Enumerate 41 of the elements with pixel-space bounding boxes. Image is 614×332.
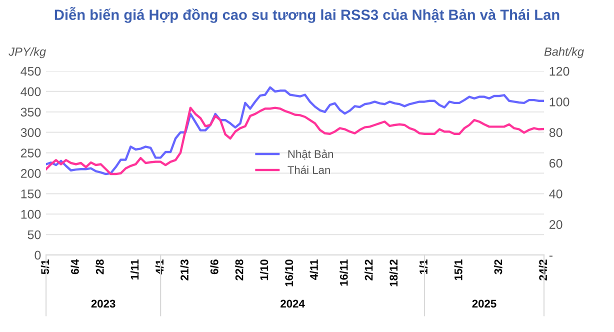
legend-label: Nhật Bản — [288, 150, 334, 160]
y2-tick-label: 80 — [549, 128, 562, 138]
y-tick-label: 0 — [34, 250, 41, 260]
x-tick-label: 6/4 — [70, 259, 80, 274]
y2-tick-label: - — [549, 256, 552, 257]
text: 2023 — [91, 300, 116, 308]
x-tick-label: 21/3 — [180, 260, 189, 280]
x-tick-label: 16/10 — [284, 260, 294, 286]
x-tick-label: 2/8 — [96, 259, 104, 274]
y-tick-label: 250 — [20, 148, 41, 158]
y-tick-label: 100 — [21, 210, 41, 219]
y-tick-label: 300 — [20, 128, 41, 138]
y-tick-label: 400 — [20, 87, 41, 96]
legend-label: Thái Lan — [288, 166, 330, 174]
text: 2024 — [280, 300, 305, 308]
x-tick-label: 1/11 — [130, 259, 139, 280]
x-tick-label: 4/11 — [310, 259, 318, 280]
x-tick-label: 3/2 — [494, 260, 502, 274]
y-tick-label: 50 — [28, 230, 41, 240]
x-tick-label: 22/8 — [235, 259, 244, 280]
line-series — [46, 106, 544, 176]
line-series — [46, 86, 544, 176]
x-tick-label: 6/6 — [210, 260, 218, 274]
y2-tick-label: 100 — [550, 98, 570, 106]
y2-tick-label: 40 — [549, 189, 562, 198]
x-tick-label: 15/1 — [454, 259, 462, 280]
x-tick-label: 2/12 — [364, 260, 373, 280]
y-axis-title: JPY/kg — [8, 47, 46, 58]
y2-tick-label: 120 — [550, 66, 570, 76]
y-tick-label: 350 — [20, 108, 41, 117]
chart-title: Diễn biến giá Hợp đồng cao su tương lai RSS3 của Nhật Bản và Thái Lan — [54, 6, 560, 23]
x-tick-label: 18/12 — [389, 260, 398, 286]
y-tick-label: 450 — [20, 66, 41, 76]
x-tick-label: 1/10 — [260, 260, 268, 280]
x-tick-label: 16/11 — [340, 259, 348, 286]
y2-axis-title: Baht/kg — [544, 47, 584, 58]
y2-tick-label: 20 — [549, 220, 562, 229]
y2-tick-label: 60 — [550, 158, 562, 168]
y-tick-label: 200 — [20, 169, 41, 178]
y-tick-label: 150 — [21, 189, 41, 198]
text: 2025 — [472, 300, 496, 308]
